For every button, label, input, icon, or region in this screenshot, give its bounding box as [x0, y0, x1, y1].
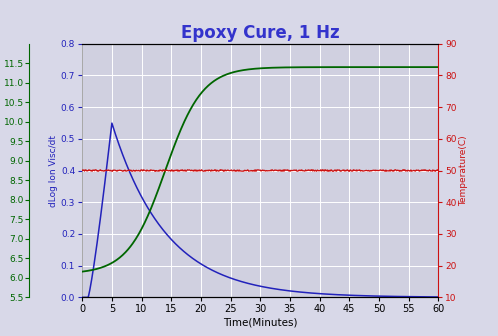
- Y-axis label: Log Ion Viscoshy: Log Ion Viscoshy: [0, 133, 1, 208]
- Y-axis label: Temperature(C): Temperature(C): [460, 135, 469, 206]
- Y-axis label: dLog Ion Visc/dt: dLog Ion Visc/dt: [49, 134, 58, 207]
- X-axis label: Time(Minutes): Time(Minutes): [223, 317, 297, 327]
- Title: Epoxy Cure, 1 Hz: Epoxy Cure, 1 Hz: [181, 24, 340, 42]
